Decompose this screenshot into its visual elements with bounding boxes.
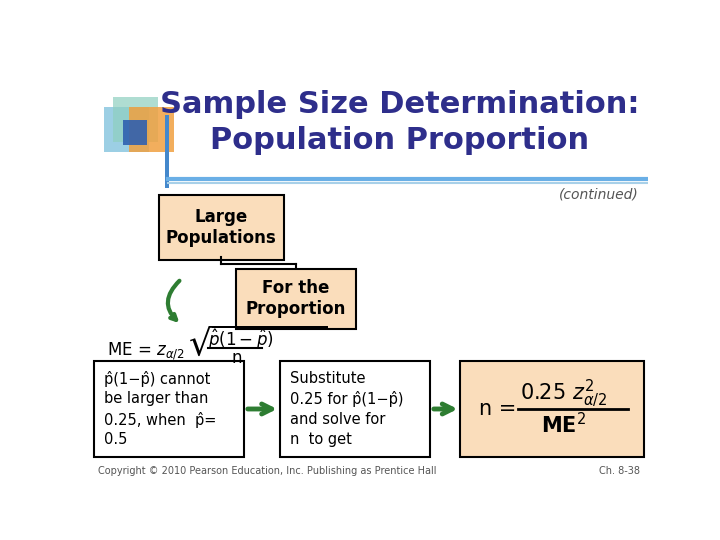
Text: Copyright © 2010 Pearson Education, Inc. Publishing as Prentice Hall: Copyright © 2010 Pearson Education, Inc.… [98, 466, 436, 476]
FancyBboxPatch shape [459, 361, 644, 457]
Text: (continued): (continued) [559, 187, 639, 201]
Text: n: n [231, 349, 241, 367]
Text: For the
Proportion: For the Proportion [246, 280, 346, 318]
FancyBboxPatch shape [94, 361, 244, 457]
Text: $0.25\ z^{2}_{\alpha/2}$: $0.25\ z^{2}_{\alpha/2}$ [520, 377, 607, 409]
Text: $\sqrt{\quad\quad\quad}$: $\sqrt{\quad\quad\quad}$ [188, 327, 328, 362]
Text: ME = $z_{\alpha/2}$: ME = $z_{\alpha/2}$ [107, 340, 184, 362]
Text: p̂(1−p̂) cannot
be larger than
0.25, when  p̂=
0.5: p̂(1−p̂) cannot be larger than 0.25, whe… [104, 370, 216, 447]
Text: $\mathbf{ME}^{2}$: $\mathbf{ME}^{2}$ [541, 412, 586, 437]
FancyBboxPatch shape [129, 107, 174, 152]
Text: Sample Size Determination:: Sample Size Determination: [161, 90, 640, 119]
Text: n =: n = [479, 399, 516, 419]
FancyBboxPatch shape [113, 97, 158, 142]
Text: $\hat{p}(1-\hat{p})$: $\hat{p}(1-\hat{p})$ [208, 327, 274, 352]
FancyBboxPatch shape [236, 269, 356, 329]
FancyBboxPatch shape [104, 107, 149, 152]
FancyBboxPatch shape [159, 195, 284, 260]
FancyBboxPatch shape [165, 115, 169, 188]
Text: Population Proportion: Population Proportion [210, 126, 590, 155]
Text: Ch. 8-38: Ch. 8-38 [599, 466, 640, 476]
FancyBboxPatch shape [280, 361, 431, 457]
Text: Large
Populations: Large Populations [166, 208, 276, 247]
Text: Substitute
0.25 for p̂(1−p̂)
and solve for
n  to get: Substitute 0.25 for p̂(1−p̂) and solve f… [290, 371, 403, 447]
FancyBboxPatch shape [122, 120, 148, 145]
